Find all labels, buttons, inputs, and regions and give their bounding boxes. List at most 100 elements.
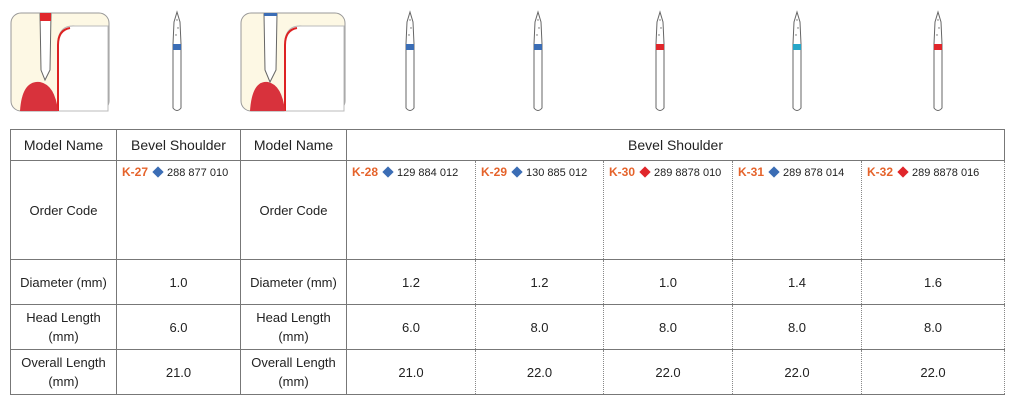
- bur: [792, 10, 802, 111]
- value-cell: 22.0: [603, 349, 733, 395]
- value-cell: 22.0: [475, 349, 604, 395]
- header-cell: Bevel Shoulder: [116, 129, 241, 161]
- value-cell: 1.2: [475, 259, 604, 305]
- header-cell: Model Name: [240, 129, 347, 161]
- model-name: K-32: [867, 165, 894, 179]
- bur-band: [793, 44, 801, 50]
- value-cell: 22.0: [860, 349, 1006, 395]
- row-label-text: Order Code: [259, 202, 328, 218]
- bur-grit: [938, 27, 940, 29]
- order-code-cell: K-30 289 8878 010: [603, 160, 733, 260]
- order-code-cell: K-28 129 884 012: [346, 160, 476, 260]
- value-cell: 1.0: [116, 259, 241, 305]
- model-name: K-31: [738, 165, 765, 179]
- order-code: 289 878 014: [783, 167, 845, 179]
- bur-shaft: [405, 10, 415, 111]
- value-cell: 1.4: [732, 259, 862, 305]
- value-cell: 8.0: [475, 304, 604, 350]
- bur-grit: [177, 27, 179, 29]
- header-cell: Model Name: [10, 129, 117, 161]
- marker: [152, 166, 164, 178]
- value-cell: 6.0: [116, 304, 241, 350]
- order-code: 129 884 012: [397, 167, 459, 179]
- marker: [768, 166, 780, 178]
- row-label-text: Diameter (mm): [250, 274, 337, 290]
- bur-grit: [176, 19, 178, 21]
- marker: [511, 166, 523, 178]
- header-cell: Bevel Shoulder: [345, 129, 1006, 161]
- order-code: 289 8878 016: [912, 167, 980, 179]
- bur: [933, 10, 943, 111]
- bur-band: [534, 44, 542, 50]
- marker: [897, 166, 909, 178]
- bur: [405, 10, 415, 111]
- order-code-cell: K-31 289 878 014: [732, 160, 862, 260]
- model-name: K-27: [122, 165, 149, 179]
- row-label-text: Order Code: [29, 202, 98, 218]
- illustration: [240, 12, 346, 112]
- marker: [382, 166, 394, 178]
- value-cell: 8.0: [732, 304, 862, 350]
- model-name: K-29: [481, 165, 508, 179]
- order-code: 289 8878 010: [654, 167, 722, 179]
- bur: [655, 10, 665, 111]
- value-cell: 6.0: [346, 304, 476, 350]
- bur-grit: [408, 34, 410, 36]
- bur-grit: [538, 27, 540, 29]
- row-label: Head Length (mm): [10, 304, 117, 350]
- row-label-text: Overall Length (mm): [251, 355, 336, 389]
- bur-grit: [797, 27, 799, 29]
- order-code-cell: K-29 130 885 012: [475, 160, 604, 260]
- bur-grit: [409, 19, 411, 21]
- bur-band: [656, 44, 664, 50]
- bur-grit: [659, 19, 661, 21]
- bur-shaft: [172, 10, 182, 111]
- value-cell: 1.6: [860, 259, 1006, 305]
- row-label: Order Code: [240, 160, 347, 260]
- bur-band: [934, 44, 942, 50]
- value-cell: 1.0: [603, 259, 733, 305]
- bur: [172, 10, 182, 111]
- bur-shaft: [933, 10, 943, 111]
- order-code-cell: K-27 288 877 010: [116, 160, 241, 260]
- bur-grit: [796, 19, 798, 21]
- bur-band: [406, 44, 414, 50]
- value-cell: 21.0: [346, 349, 476, 395]
- model-name: K-28: [352, 165, 379, 179]
- row-label: Head Length (mm): [240, 304, 347, 350]
- spec-table: Model Name Bevel Shoulder Model Name Bev…: [10, 129, 1006, 395]
- row-label-text: Overall Length (mm): [21, 355, 106, 389]
- bur-grit: [937, 19, 939, 21]
- marker: [639, 166, 651, 178]
- row-label-text: Head Length (mm): [26, 310, 101, 344]
- row-label: Overall Length (mm): [240, 349, 347, 395]
- illustration: [10, 12, 110, 112]
- row-label: Overall Length (mm): [10, 349, 117, 395]
- bur-grit: [537, 19, 539, 21]
- value-cell: 8.0: [860, 304, 1006, 350]
- bur-grit: [410, 27, 412, 29]
- bur-band: [173, 44, 181, 50]
- order-code: 130 885 012: [526, 167, 588, 179]
- bur-grit: [936, 34, 938, 36]
- bur-grit: [660, 27, 662, 29]
- row-label-text: Diameter (mm): [20, 274, 107, 290]
- row-label: Diameter (mm): [10, 259, 117, 305]
- order-code-cell: K-32 289 8878 016: [860, 160, 1006, 260]
- value-cell: 21.0: [116, 349, 241, 395]
- bur-grit: [795, 34, 797, 36]
- row-label: Diameter (mm): [240, 259, 347, 305]
- bur: [533, 10, 543, 111]
- value-cell: 1.2: [346, 259, 476, 305]
- bur-grit: [536, 34, 538, 36]
- bur-shaft: [655, 10, 665, 111]
- row-label-text: Head Length (mm): [256, 310, 331, 344]
- bur-grit: [175, 34, 177, 36]
- row-label: Order Code: [10, 160, 117, 260]
- bur-shaft: [533, 10, 543, 111]
- value-cell: 8.0: [603, 304, 733, 350]
- bur-grit: [658, 34, 660, 36]
- bur-shaft: [792, 10, 802, 111]
- value-cell: 22.0: [732, 349, 862, 395]
